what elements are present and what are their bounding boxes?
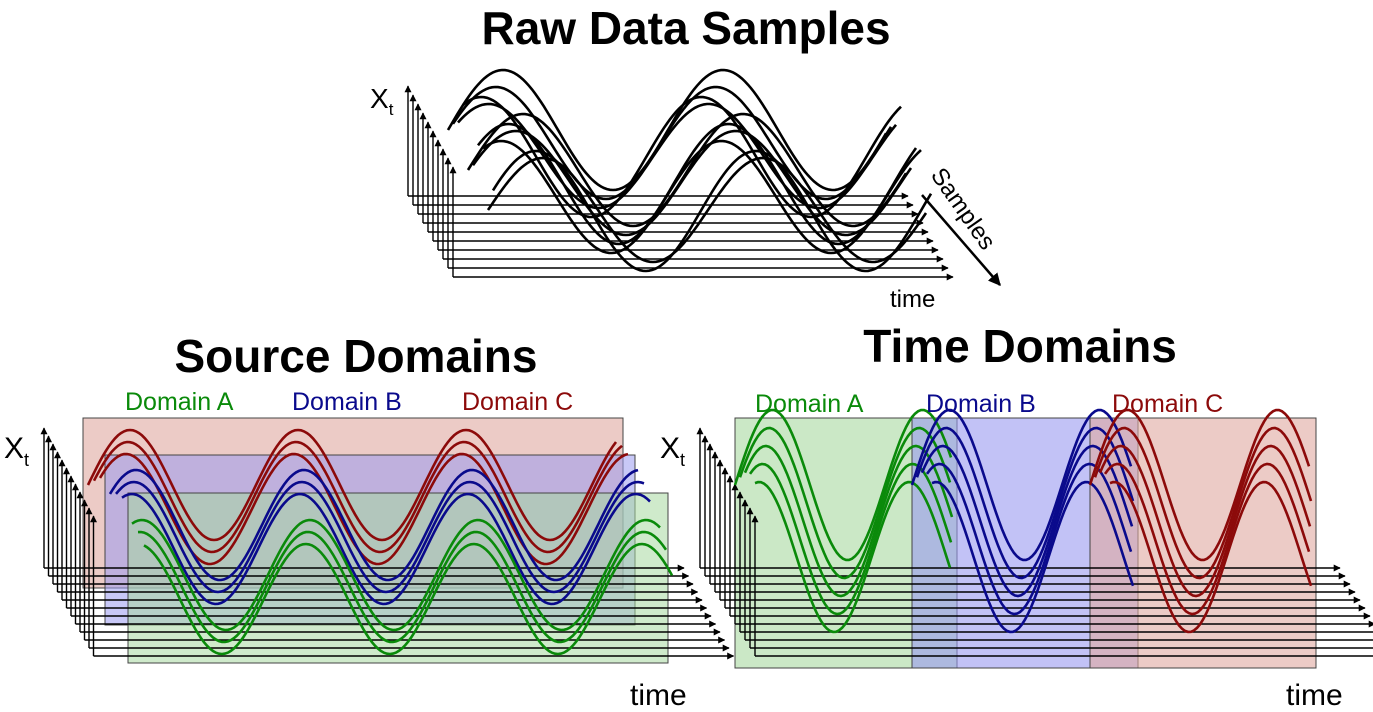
time-domain-a-label: Domain A [755, 390, 864, 418]
time-domain-c-curve [1093, 426, 1313, 580]
time-domain-b-label: Domain B [926, 390, 1036, 418]
source-domain-b-curve [121, 492, 651, 606]
time-domain-a-curve [733, 408, 953, 562]
source-domains-panel [40, 417, 735, 664]
time-domain-a-curve [743, 444, 954, 598]
source-time-label: time [630, 679, 687, 712]
source-domain-c-curve [92, 440, 623, 554]
source-domain-c-label: Domain C [462, 388, 573, 416]
source-domain-a-curve [137, 530, 668, 644]
svg-text:Xt: Xt [4, 432, 29, 470]
time-domain-c-label: Domain C [1112, 390, 1223, 418]
source-domain-a-curve [131, 518, 661, 632]
time-x-sub: t [680, 450, 685, 470]
source-x-label: X [4, 432, 24, 465]
time-x-label: X [660, 432, 680, 465]
time-domain-b-curve [931, 480, 1135, 634]
svg-text:Xt: Xt [370, 83, 394, 119]
time-domain-c-curve [1109, 480, 1313, 634]
time-domain-a-curve [738, 426, 952, 580]
raw-sample-curve [466, 112, 908, 228]
time-title: Time Domains [863, 320, 1177, 372]
source-x-axis-label: Xt [4, 432, 29, 470]
raw-sample-curve [491, 149, 933, 273]
source-domain-b-label: Domain B [292, 388, 402, 416]
source-domain-b-curve [115, 480, 645, 594]
raw-time-label: time [890, 286, 935, 313]
time-time-label: time [1286, 679, 1343, 712]
raw-x-label: X [370, 83, 389, 114]
raw-title: Raw Data Samples [481, 2, 890, 54]
source-domain-a-box [127, 492, 669, 664]
raw-x-sub: t [389, 100, 394, 119]
time-domain-a-curve [754, 480, 952, 634]
source-domain-b-curve [108, 468, 639, 582]
time-domain-c-curve [1103, 462, 1311, 616]
time-domain-c-curve [1098, 444, 1312, 598]
time-domain-b-curve [915, 426, 1135, 580]
samples-arrow [921, 194, 1001, 286]
time-domain-b-curve [910, 408, 1133, 562]
source-domain-c-curve [86, 428, 618, 542]
svg-text:Xt: Xt [660, 432, 685, 470]
source-title: Source Domains [175, 330, 538, 382]
raw-sample-curve [482, 139, 922, 255]
source-domain-a-curve [143, 542, 674, 656]
source-domain-a-label: Domain A [125, 388, 234, 416]
raw-data-panel [404, 68, 954, 281]
source-x-sub: t [24, 450, 29, 470]
time-domains-panel [696, 408, 1373, 669]
raw-sample-curve [471, 129, 913, 237]
raw-x-axis-label: Xt [370, 83, 394, 119]
time-domain-c-curve [1088, 408, 1311, 562]
time-domain-b-curve [920, 444, 1134, 598]
raw-sample-curve [462, 95, 902, 219]
raw-sample-curve [451, 85, 893, 201]
time-x-axis-label: Xt [660, 432, 685, 470]
